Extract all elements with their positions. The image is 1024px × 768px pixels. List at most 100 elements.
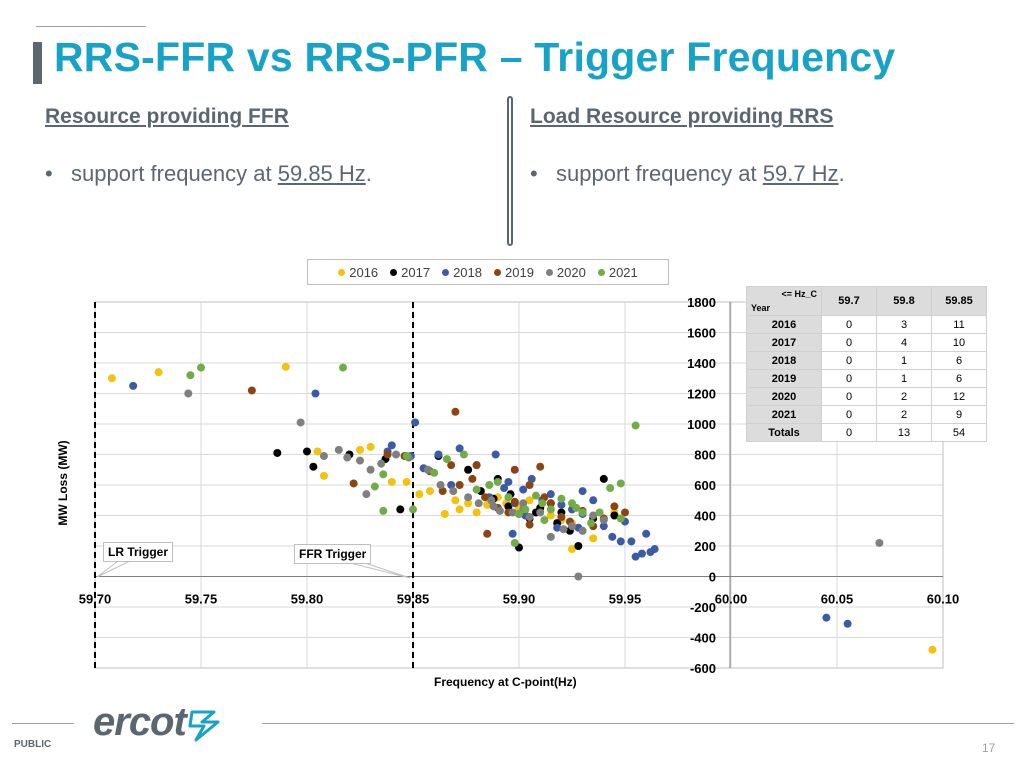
table-cell: 6 xyxy=(931,351,987,370)
data-point-2021 xyxy=(370,482,379,491)
data-point-2019 xyxy=(349,479,358,488)
y-tick-label: 600 xyxy=(694,478,716,493)
data-point-2019 xyxy=(472,461,481,470)
data-point-2019 xyxy=(383,450,392,459)
data-point-2018 xyxy=(650,545,659,554)
legend-item-2019: 2019 xyxy=(494,265,534,280)
data-point-2021 xyxy=(504,493,513,502)
right-bullet-period: . xyxy=(838,161,845,186)
y-tick-label: 200 xyxy=(694,539,716,554)
row-year: Totals xyxy=(746,423,822,442)
data-point-2021 xyxy=(616,514,625,523)
data-point-2018 xyxy=(553,523,562,532)
data-point-2017 xyxy=(464,465,473,474)
data-point-2021 xyxy=(379,470,388,479)
right-heading: Load Resource providing RRS xyxy=(530,105,834,128)
data-point-2021 xyxy=(402,452,411,461)
table-cell: 0 xyxy=(821,369,877,388)
table-cell: 3 xyxy=(876,315,932,334)
legend-item-2016: 2016 xyxy=(338,265,378,280)
data-point-2017 xyxy=(504,502,513,511)
data-point-2020 xyxy=(392,450,401,459)
data-point-2021 xyxy=(521,505,530,514)
y-tick-label: 1400 xyxy=(687,356,716,371)
legend-item-2021: 2021 xyxy=(597,264,638,280)
data-point-2016 xyxy=(425,487,434,496)
data-point-2020 xyxy=(474,499,483,508)
legend-marker xyxy=(597,268,605,276)
data-point-2017 xyxy=(396,505,405,514)
table-cell: 0 xyxy=(821,405,877,424)
column-divider xyxy=(507,96,513,246)
footer-rule-left xyxy=(12,723,74,724)
data-point-2016 xyxy=(589,534,598,543)
col-header: 59.7 xyxy=(821,286,877,316)
data-point-2021 xyxy=(379,506,388,515)
data-point-2018 xyxy=(311,389,320,398)
data-point-2018 xyxy=(608,532,617,541)
data-point-2019 xyxy=(247,386,256,395)
data-point-2018 xyxy=(843,619,852,628)
top-rule xyxy=(36,26,146,27)
data-point-2018 xyxy=(627,537,636,546)
data-point-2018 xyxy=(589,496,598,505)
data-point-2020 xyxy=(296,418,305,427)
page-number: 17 xyxy=(982,741,996,755)
row-year: 2018 xyxy=(746,351,822,370)
data-point-2021 xyxy=(515,509,523,518)
legend-label: 2021 xyxy=(608,264,638,280)
right-bullet: • support frequency at 59.7 Hz. xyxy=(530,161,845,186)
y-tick-label: 800 xyxy=(694,448,716,463)
data-point-2021 xyxy=(578,508,587,517)
y-tick-label: 0 xyxy=(709,570,716,585)
data-point-2016 xyxy=(319,471,328,480)
data-point-2016 xyxy=(472,508,481,517)
data-point-2018 xyxy=(519,485,528,494)
data-point-2016 xyxy=(928,645,937,654)
data-point-2017 xyxy=(574,542,583,550)
table-cell: 9 xyxy=(931,405,987,424)
row-year: 2021 xyxy=(746,405,822,424)
data-point-2020 xyxy=(464,493,473,502)
trigger-count-table: <= Hz_C Year 59.7 59.8 59.85 2016 0 3 11 201… xyxy=(746,286,987,442)
data-point-2018 xyxy=(129,381,138,390)
data-point-2021 xyxy=(409,505,417,514)
legend-marker xyxy=(545,268,553,276)
slide-title: RRS-FFR vs RRS-PFR – Trigger Frequency xyxy=(54,34,896,80)
table-cell: 1 xyxy=(876,369,932,388)
data-point-2016 xyxy=(415,490,424,499)
data-point-2019 xyxy=(451,407,460,416)
table-row: 2016 0 3 11 xyxy=(746,315,987,334)
col-header: 59.8 xyxy=(876,286,932,316)
data-point-2019 xyxy=(510,465,519,474)
data-point-2016 xyxy=(366,442,375,451)
row-year: 2017 xyxy=(746,333,822,352)
y-tick-label: -600 xyxy=(690,661,716,676)
y-tick-label: 400 xyxy=(694,509,716,524)
data-point-2019 xyxy=(483,529,492,538)
left-bullet-period: . xyxy=(365,161,372,186)
data-point-2016 xyxy=(546,511,555,520)
lr-trigger-callout: LR Trigger xyxy=(103,542,174,562)
data-point-2020 xyxy=(519,499,528,508)
table-row: 2019 0 1 6 xyxy=(746,369,987,388)
data-point-2018 xyxy=(527,474,536,483)
data-point-2020 xyxy=(568,522,576,531)
data-point-2020 xyxy=(599,516,608,525)
data-point-2018 xyxy=(637,549,646,558)
data-point-2019 xyxy=(438,487,447,496)
data-point-2019 xyxy=(546,499,555,508)
data-point-2020 xyxy=(423,465,432,474)
data-point-2016 xyxy=(387,477,396,486)
data-point-2016 xyxy=(154,368,163,377)
row-year: 2020 xyxy=(746,387,822,406)
y-tick-label: -400 xyxy=(690,631,716,646)
data-point-2018 xyxy=(491,450,500,459)
data-point-2019 xyxy=(557,513,566,522)
data-point-2017 xyxy=(599,474,608,483)
data-point-2021 xyxy=(186,371,195,380)
logo-text: ercot xyxy=(93,700,187,744)
table-cell: 13 xyxy=(876,423,932,442)
left-bullet: • support frequency at 59.85 Hz. xyxy=(45,161,372,186)
table-row: 2018 0 1 6 xyxy=(746,351,987,370)
